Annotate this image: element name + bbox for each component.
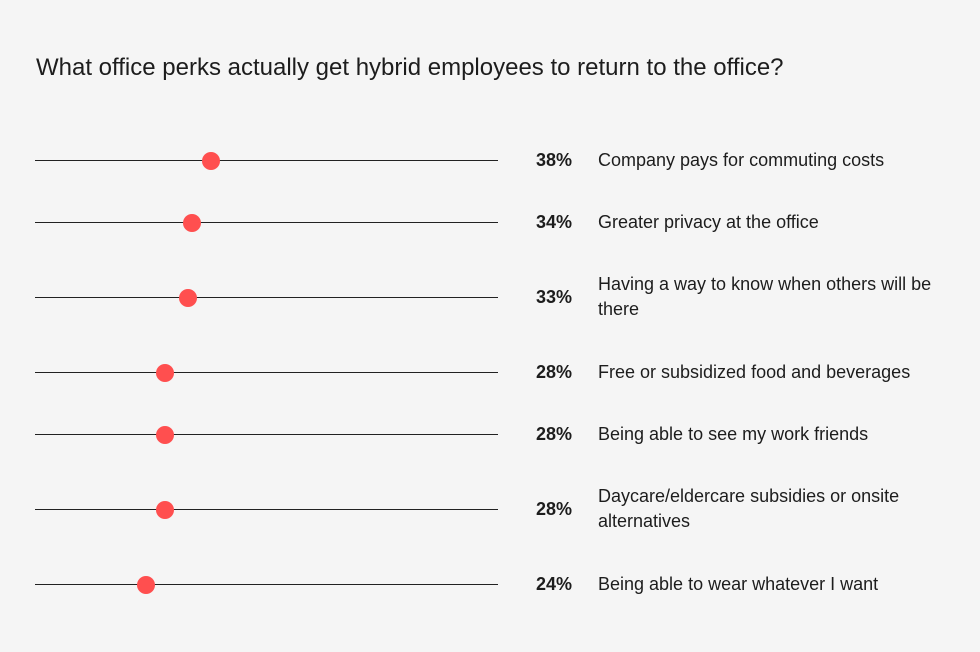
row-track-line (35, 297, 498, 298)
category-label: Being able to see my work friends (598, 423, 869, 444)
value-label: 38% (535, 150, 572, 170)
category-label: Company pays for commuting costs (598, 149, 885, 170)
row-track-line (35, 584, 498, 585)
data-point-dot (155, 363, 174, 382)
row-track-line (35, 372, 498, 373)
category-label: Greater privacy at the office (598, 211, 819, 232)
row-track-line (35, 160, 498, 161)
data-point-dot (201, 151, 220, 170)
row-track-line (35, 222, 498, 223)
value-label: 33% (535, 287, 572, 307)
value-label: 34% (535, 212, 572, 232)
value-label: 24% (535, 574, 572, 594)
value-label: 28% (535, 362, 572, 382)
data-point-dot (155, 425, 174, 444)
value-label: 28% (535, 499, 572, 519)
row-track-line (35, 509, 498, 510)
category-label: Being able to wear whatever I want (598, 573, 879, 594)
category-label: Having a way to know when others will be… (598, 274, 932, 319)
data-point-dot (137, 575, 156, 594)
chart-title: What office perks actually get hybrid em… (36, 54, 784, 81)
category-label: Free or subsidized food and beverages (598, 361, 911, 382)
row-track-line (35, 434, 498, 435)
data-point-dot (155, 500, 174, 519)
data-point-dot (178, 288, 197, 307)
data-point-dot (183, 213, 202, 232)
category-label: Daycare/eldercare subsidies or onsite al… (598, 486, 900, 531)
value-label: 28% (535, 424, 572, 444)
